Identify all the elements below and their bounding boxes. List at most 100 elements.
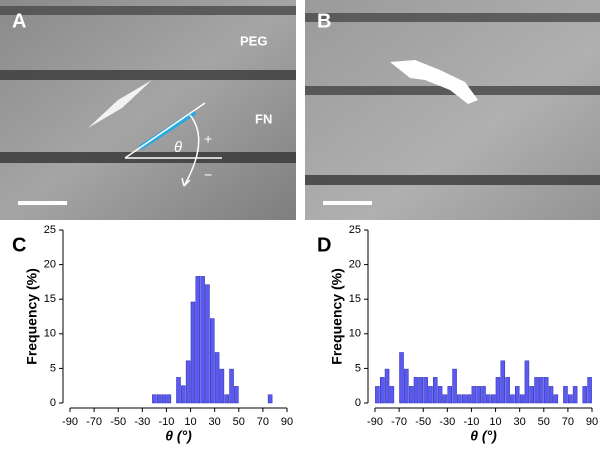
x-tick-label: -90: [367, 416, 383, 428]
bar: [486, 394, 491, 404]
x-tick-label: -30: [439, 416, 455, 428]
bar: [442, 394, 448, 404]
bar: [166, 394, 172, 404]
x-tick-label: -70: [391, 416, 407, 428]
bar: [205, 284, 210, 404]
bar: [466, 394, 472, 404]
panel-label: D: [317, 234, 331, 256]
bar: [481, 386, 486, 404]
bar: [553, 394, 559, 404]
x-tick-label: 30: [514, 416, 526, 428]
bar: [234, 386, 239, 404]
bar: [224, 394, 229, 404]
bar: [568, 394, 573, 404]
bar: [379, 377, 385, 404]
bar: [418, 377, 424, 404]
bar: [529, 386, 534, 404]
bar: [505, 377, 510, 404]
y-axis-label: Frequency (%): [329, 268, 345, 364]
bar: [476, 386, 481, 404]
bar: [195, 276, 201, 404]
bar: [181, 385, 186, 404]
bar: [587, 377, 592, 404]
bar: [539, 377, 544, 404]
bar: [375, 386, 380, 404]
panel-label: B: [317, 10, 331, 32]
bar: [524, 360, 530, 404]
bar: [185, 360, 191, 404]
bar: [404, 368, 409, 404]
bar: [152, 394, 157, 404]
bar: [519, 394, 525, 404]
x-tick-label: -70: [86, 416, 102, 428]
bar: [548, 386, 554, 404]
x-tick-label: -30: [134, 416, 150, 428]
bar: [514, 386, 520, 404]
bar: [437, 386, 443, 404]
bar: [563, 386, 568, 404]
bar: [572, 386, 578, 404]
bar: [219, 368, 225, 404]
x-axis-label: θ (°): [165, 428, 192, 444]
x-tick-label: 10: [184, 416, 196, 428]
y-tick-label: 0: [355, 397, 361, 409]
x-tick-label: -10: [158, 416, 174, 428]
y-tick-label: 25: [349, 224, 361, 236]
y-tick-label: 25: [44, 224, 56, 236]
bar: [423, 377, 428, 404]
bar: [447, 386, 453, 404]
bar: [582, 386, 588, 404]
image-a: A PEG FN θ + −: [0, 0, 296, 220]
bar: [190, 301, 196, 404]
panel-label: A: [12, 10, 26, 32]
y-tick-label: 20: [44, 259, 56, 271]
bar: [534, 377, 539, 404]
annotation: +: [204, 131, 212, 147]
y-tick-label: 20: [349, 259, 361, 271]
bar: [452, 368, 457, 404]
bar: [176, 377, 181, 404]
image-b: B: [305, 0, 600, 220]
x-tick-label: 70: [562, 416, 574, 428]
bar: [267, 394, 273, 404]
y-tick-label: 0: [50, 397, 56, 409]
y-tick-label: 10: [349, 328, 361, 340]
panel-label: C: [12, 234, 26, 256]
annotation: θ: [174, 139, 182, 156]
annotation: FN: [255, 111, 272, 126]
y-axis-label: Frequency (%): [24, 268, 40, 364]
x-tick-label: 30: [209, 416, 221, 428]
x-axis-label: θ (°): [470, 428, 497, 444]
y-tick-label: 5: [50, 362, 56, 374]
y-tick-label: 15: [44, 293, 56, 305]
bar: [384, 368, 390, 404]
bar: [200, 276, 205, 404]
bar: [214, 352, 220, 404]
x-tick-label: -10: [463, 416, 479, 428]
bar: [433, 377, 438, 404]
bar: [490, 394, 496, 404]
x-tick-label: 90: [586, 416, 598, 428]
bar: [495, 377, 501, 404]
bar: [229, 368, 234, 404]
bar: [457, 394, 462, 404]
annotation: PEG: [240, 33, 267, 48]
x-tick-label: -50: [415, 416, 431, 428]
bar: [413, 377, 419, 404]
x-tick-label: 70: [257, 416, 269, 428]
bar: [428, 386, 433, 404]
x-tick-label: 90: [281, 416, 293, 428]
x-tick-label: -50: [110, 416, 126, 428]
bar: [209, 318, 215, 404]
x-tick-label: -90: [62, 416, 78, 428]
bar: [543, 377, 549, 404]
bar: [161, 394, 167, 404]
x-tick-label: 10: [489, 416, 501, 428]
bar: [389, 386, 395, 404]
x-tick-label: 50: [538, 416, 550, 428]
bar: [399, 352, 404, 404]
bar: [471, 386, 477, 404]
y-tick-label: 15: [349, 293, 361, 305]
bar: [461, 394, 467, 404]
